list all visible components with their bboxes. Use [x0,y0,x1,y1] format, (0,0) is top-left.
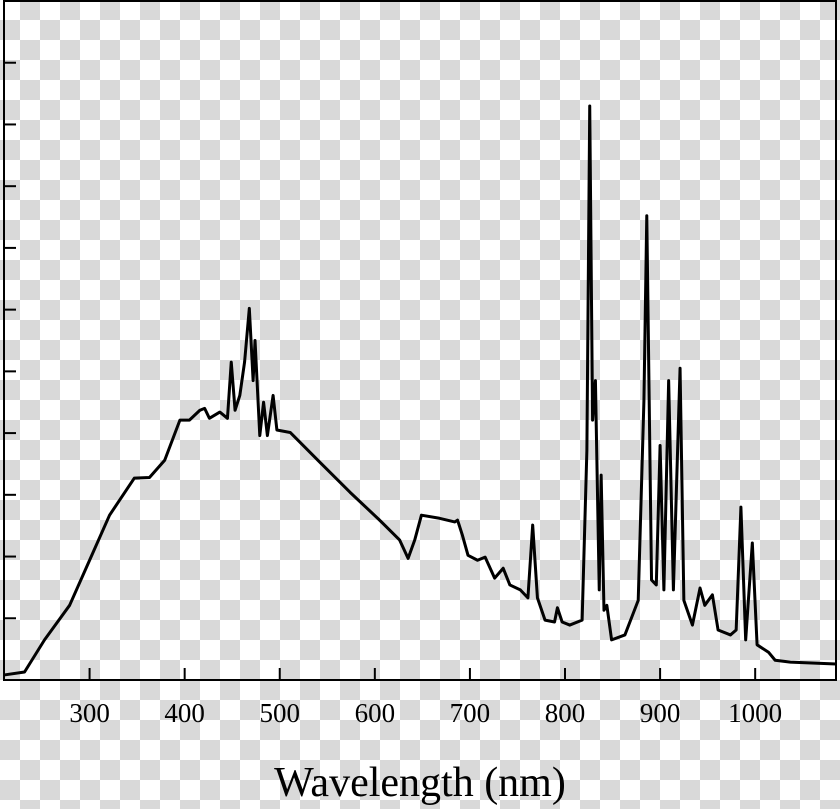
x-tick-label: 600 [355,698,396,728]
plot-frame [3,0,837,681]
x-tick-label: 800 [545,698,586,728]
x-tick-label: 1000 [728,698,782,728]
x-axis-label: Wavelength (nm) [274,760,566,806]
x-tick-label: 300 [69,698,110,728]
spectrum-line [3,104,837,677]
x-tick-label: 700 [450,698,491,728]
x-tick-label: 500 [259,698,300,728]
x-tick-label: 900 [640,698,681,728]
x-tick-label: 400 [164,698,205,728]
